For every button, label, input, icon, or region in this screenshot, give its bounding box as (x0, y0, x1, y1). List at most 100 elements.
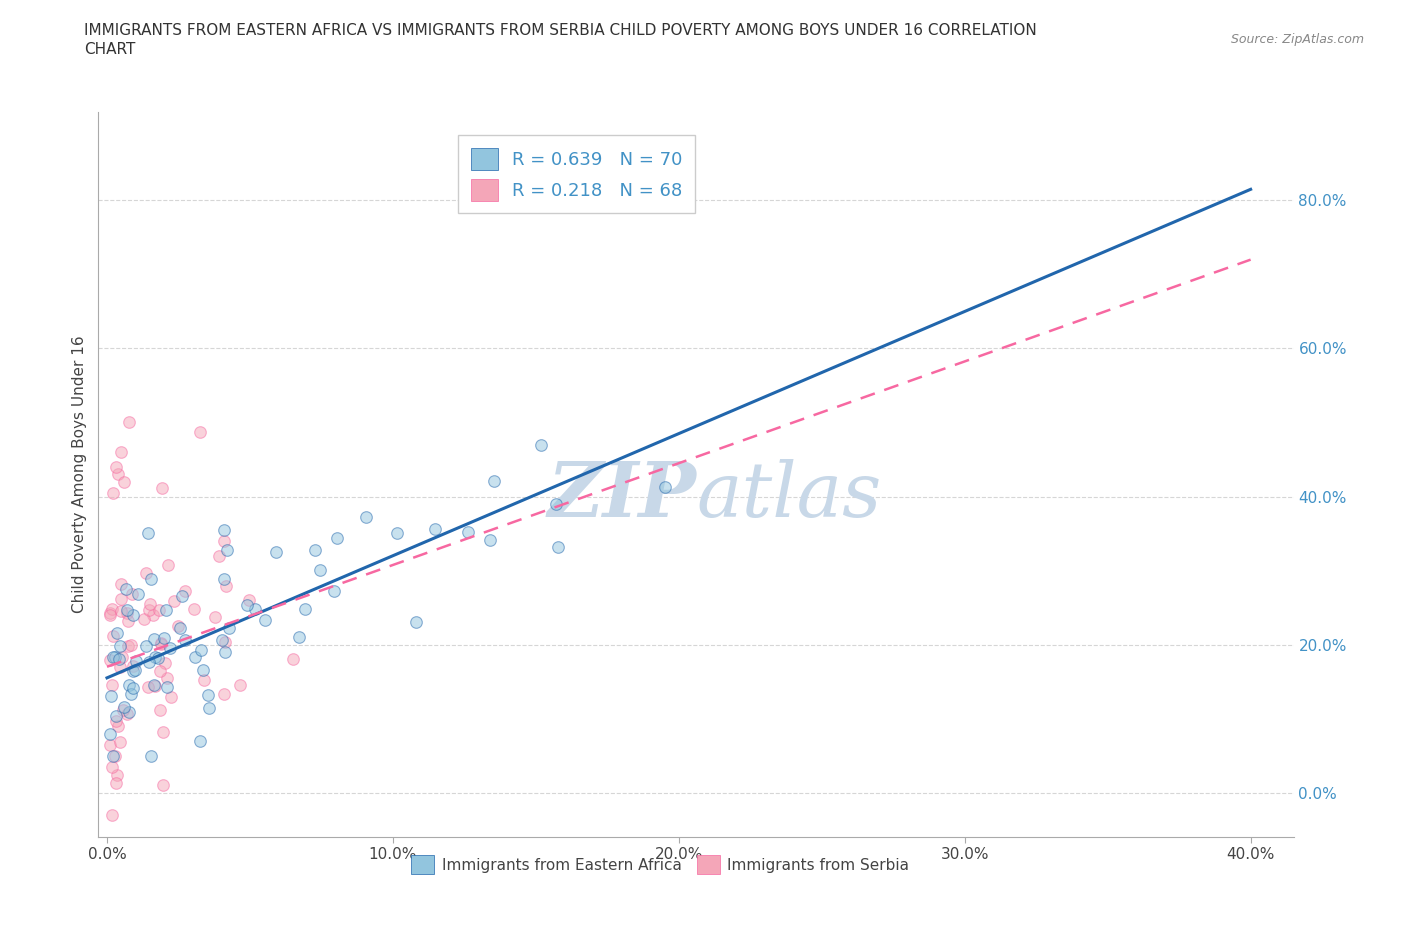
Point (193, 673, 215, 688)
Point (112, 474, 135, 489)
Point (108, 735, 131, 750)
Point (238, 593, 260, 608)
Point (405, 615, 427, 630)
Point (105, 768, 128, 783)
Point (104, 709, 127, 724)
Point (110, 445, 132, 459)
Point (118, 677, 141, 692)
Point (110, 591, 132, 606)
Point (141, 572, 163, 587)
Point (211, 632, 233, 647)
Point (108, 652, 131, 667)
Point (174, 632, 197, 647)
Point (122, 607, 145, 622)
Point (117, 614, 139, 629)
Point (110, 660, 132, 675)
Point (288, 630, 311, 644)
Point (107, 719, 129, 734)
Point (308, 563, 330, 578)
Point (139, 597, 162, 612)
Point (101, 760, 124, 775)
Point (191, 663, 214, 678)
Point (101, 486, 124, 501)
Point (104, 749, 127, 764)
Point (162, 593, 184, 608)
Point (115, 603, 138, 618)
Point (457, 525, 479, 539)
Point (245, 602, 267, 617)
Point (141, 748, 163, 763)
Point (217, 542, 239, 557)
Point (197, 688, 219, 703)
Point (159, 640, 181, 655)
Y-axis label: Child Poverty Among Boys Under 16: Child Poverty Among Boys Under 16 (72, 336, 87, 613)
Point (156, 557, 179, 572)
Point (121, 658, 143, 673)
Point (100, 602, 122, 617)
Point (150, 635, 173, 650)
Point (120, 687, 142, 702)
Point (120, 637, 142, 652)
Point (122, 681, 145, 696)
Point (98, 607, 121, 622)
Point (104, 459, 127, 474)
Text: ZIP: ZIP (547, 459, 696, 533)
Point (103, 629, 125, 644)
Point (124, 654, 146, 669)
Point (530, 438, 553, 453)
Point (156, 680, 179, 695)
Point (132, 611, 155, 626)
Point (127, 587, 149, 602)
Point (142, 607, 165, 622)
Point (142, 631, 165, 646)
Point (98, 726, 121, 741)
Point (136, 525, 159, 540)
Point (146, 650, 169, 665)
Point (215, 579, 238, 594)
Point (323, 583, 346, 598)
Point (166, 618, 188, 633)
Point (111, 703, 134, 718)
Point (156, 671, 179, 685)
Point (281, 652, 304, 667)
Point (121, 663, 143, 678)
Point (149, 637, 172, 652)
Point (150, 481, 173, 496)
Point (547, 539, 569, 554)
Point (229, 677, 252, 692)
Point (212, 523, 235, 538)
Point (105, 776, 128, 790)
Point (101, 677, 124, 692)
Point (98, 737, 121, 752)
Point (236, 597, 259, 612)
Point (135, 639, 157, 654)
Point (214, 644, 236, 659)
Point (138, 654, 160, 669)
Point (204, 609, 226, 624)
Point (254, 612, 277, 627)
Point (212, 687, 235, 702)
Point (105, 713, 128, 728)
Point (115, 581, 138, 596)
Point (654, 479, 676, 494)
Point (212, 534, 235, 549)
Point (101, 748, 124, 763)
Point (135, 565, 157, 580)
Point (115, 606, 138, 621)
Point (184, 650, 207, 665)
Point (174, 583, 197, 598)
Text: IMMIGRANTS FROM EASTERN AFRICA VS IMMIGRANTS FROM SERBIA CHILD POVERTY AMONG BOY: IMMIGRANTS FROM EASTERN AFRICA VS IMMIGR… (84, 23, 1038, 38)
Point (183, 602, 205, 617)
Point (155, 603, 177, 618)
Point (478, 533, 501, 548)
Point (118, 705, 141, 720)
Point (142, 678, 165, 693)
Text: CHART: CHART (84, 42, 136, 57)
Point (218, 620, 240, 635)
Point (118, 415, 141, 430)
Point (136, 680, 159, 695)
Point (110, 638, 132, 653)
Point (100, 689, 122, 704)
Point (149, 703, 172, 718)
Point (117, 706, 139, 721)
